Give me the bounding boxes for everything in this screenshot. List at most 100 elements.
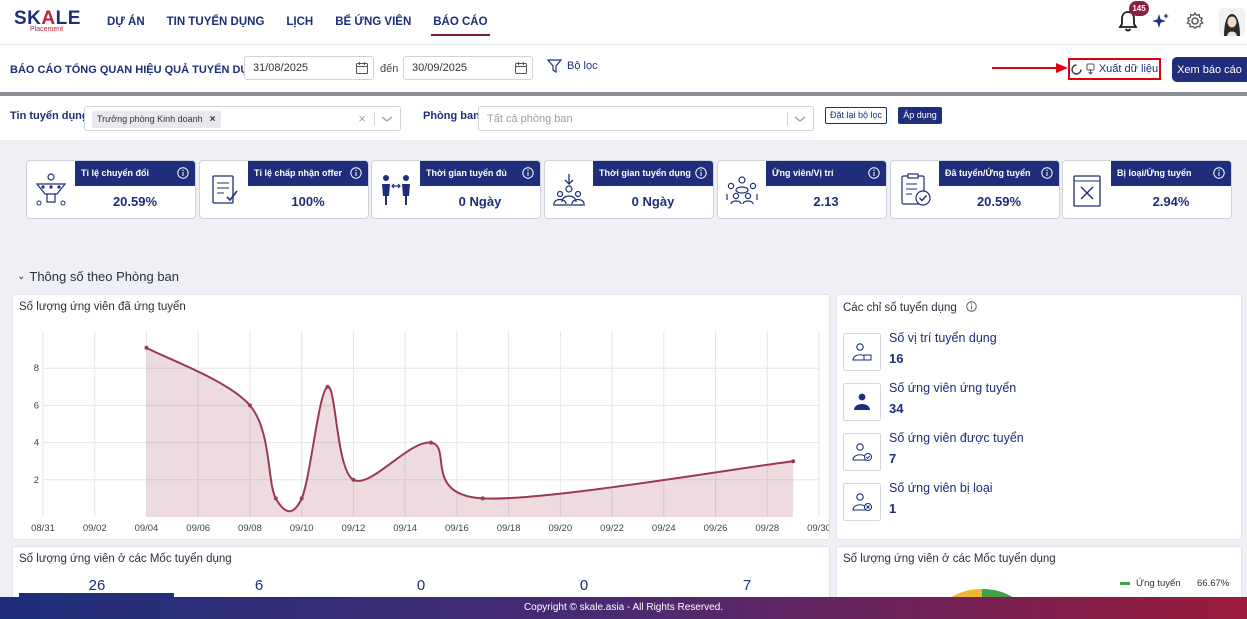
indicators-title: Các chỉ số tuyển dụng: [843, 301, 977, 314]
filter-button[interactable]: Bộ lọc: [547, 59, 598, 73]
x-tick-label: 09/10: [290, 523, 314, 534]
x-tick-label: 09/28: [755, 523, 779, 534]
y-tick-label: 2: [34, 475, 39, 486]
kpi-value: 20.59%: [112, 194, 158, 209]
secondary-filter-row: Tin tuyển dụng Trưởng phòng Kinh doanh ×…: [0, 96, 1247, 140]
department-select[interactable]: Tất cả phòng ban: [478, 106, 814, 131]
calendar-icon[interactable]: [515, 62, 527, 74]
milestones-title: Số lượng ứng viên ở các Mốc tuyển dụng: [19, 553, 232, 565]
x-tick-label: 09/12: [342, 523, 366, 534]
info-icon[interactable]: [177, 167, 189, 179]
x-tick-label: 08/31: [31, 523, 55, 534]
indicator-label: Số ứng viên được tuyển: [889, 431, 1024, 445]
info-icon[interactable]: [1213, 167, 1225, 179]
team-meeting-icon: [718, 161, 766, 218]
indicator-value: 34: [889, 401, 904, 416]
x-tick-label: 09/18: [497, 523, 521, 534]
data-point: [325, 384, 330, 389]
chart-title: Số lượng ứng viên đã ứng tuyển: [19, 301, 186, 313]
nav-item-lich[interactable]: LỊCH: [286, 16, 314, 28]
to-date-input[interactable]: 30/09/2025: [403, 56, 533, 80]
rejected-user-icon: [843, 483, 881, 521]
applicants-area-chart: 08/31 09/02 09/04 09/06 09/08 09/10 09/12 09/14…: [31, 331, 829, 534]
export-data-label: Xuất dữ liệu: [1098, 63, 1159, 75]
footer: Copyright © skale.asia - All Rights Rese…: [0, 597, 1247, 619]
notification-badge: 145: [1129, 1, 1149, 16]
main-nav: DỰ ÁN TIN TUYỂN DỤNG LỊCH BỂ ỨNG VIÊN BÁ…: [107, 0, 510, 44]
selected-job-label: Trưởng phòng Kinh doanh: [97, 114, 203, 124]
top-navbar: SKALE Placement DỰ ÁN TIN TUYỂN DỤNG LỊC…: [0, 0, 1247, 44]
x-tick-label: 09/16: [445, 523, 469, 534]
gear-icon[interactable]: [1185, 11, 1205, 31]
x-tick-label: 09/14: [393, 523, 417, 534]
chevron-down-icon[interactable]: [794, 114, 806, 124]
info-icon[interactable]: [695, 167, 707, 179]
select-separator: [374, 112, 375, 126]
document-reject-icon: [1063, 161, 1111, 218]
from-date-value: 31/08/2025: [253, 62, 309, 74]
milestones-pie-panel: Số lượng ứng viên ở các Mốc tuyển dụng Ứ…: [836, 546, 1242, 606]
filter-button-label: Bộ lọc: [567, 60, 598, 72]
y-tick-label: 8: [34, 363, 39, 374]
x-tick-label: 09/22: [600, 523, 624, 534]
info-icon[interactable]: [966, 301, 977, 312]
indicator-value: 16: [889, 351, 904, 366]
report-filter-bar: BÁO CÁO TỔNG QUAN HIỆU QUẢ TUYỂN DỤNG 31…: [0, 44, 1247, 96]
download-icon: [1086, 63, 1095, 75]
nav-item-bao-cao[interactable]: BÁO CÁO: [431, 0, 490, 44]
data-point: [351, 477, 356, 482]
info-icon[interactable]: [350, 167, 362, 179]
clipboard-check-icon: [891, 161, 939, 218]
selected-job-chip: Trưởng phòng Kinh doanh ×: [92, 111, 221, 128]
filter-bar-divider: [0, 92, 1247, 96]
info-icon[interactable]: [1041, 167, 1053, 179]
kpi-title: Bị loại/Ứng tuyển: [1111, 161, 1231, 186]
reset-filter-button[interactable]: Đặt lại bộ lọc: [825, 107, 887, 124]
kpi-card-candidates-per-position: Ứng viên/Vị trí 2.13: [717, 160, 887, 219]
clear-selection-icon[interactable]: ×: [358, 111, 366, 126]
milestone-value: 7: [742, 577, 752, 594]
filter-funnel-icon: [547, 59, 562, 73]
nav-item-be-ung-vien[interactable]: BỂ ỨNG VIÊN: [335, 16, 412, 28]
kpi-title: Đã tuyển/Ứng tuyển: [939, 161, 1059, 186]
remove-chip-icon[interactable]: ×: [209, 114, 216, 125]
job-posting-label: Tin tuyển dụng: [10, 110, 89, 122]
pie-legend[interactable]: Ứng tuyển 66.67%: [1120, 578, 1229, 589]
section-title: Thông số theo Phòng ban: [29, 269, 180, 284]
calendar-icon[interactable]: [356, 62, 368, 74]
kpi-value: 0 Ngày: [458, 194, 502, 209]
skale-logo[interactable]: SKALE Placement: [14, 8, 81, 35]
chevron-down-icon[interactable]: [381, 114, 393, 124]
export-data-button[interactable]: Xuất dữ liệu: [1068, 58, 1161, 80]
data-point: [273, 496, 278, 501]
logo-brand: SKALE: [14, 8, 81, 29]
x-tick-label: 09/02: [83, 523, 107, 534]
avatar[interactable]: [1219, 8, 1245, 36]
loading-spinner-icon: [1071, 63, 1082, 75]
annotation-arrow-icon: [992, 63, 1068, 73]
department-section-toggle[interactable]: ⌄ Thông số theo Phòng ban: [17, 269, 179, 284]
job-posting-select[interactable]: Trưởng phòng Kinh doanh × ×: [84, 106, 401, 131]
applicants-chart-panel: Số lượng ứng viên đã ứng tuyển 08/31 09/0…: [12, 294, 830, 540]
indicator-applicants: Số ứng viên ứng tuyển 34: [843, 381, 1223, 421]
milestone-value: 0: [579, 577, 589, 594]
from-date-input[interactable]: 31/08/2025: [244, 56, 374, 80]
people-exchange-icon: [372, 161, 420, 218]
info-icon[interactable]: [522, 167, 534, 179]
x-tick-label: 09/26: [704, 523, 728, 534]
milestone-value: 6: [254, 577, 264, 594]
indicator-label: Số ứng viên bị loại: [889, 481, 993, 495]
apply-filter-button[interactable]: Áp dụng: [898, 107, 942, 124]
funnel-people-icon: [27, 161, 75, 218]
nav-item-tin-tuyen-dung[interactable]: TIN TUYỂN DỤNG: [166, 16, 265, 28]
applicant-user-icon: [843, 383, 881, 421]
data-point: [144, 345, 149, 350]
kpi-value: 0 Ngày: [631, 194, 675, 209]
x-tick-label: 09/20: [548, 523, 572, 534]
series-area: [146, 347, 794, 517]
nav-item-du-an[interactable]: DỰ ÁN: [107, 16, 145, 28]
info-icon[interactable]: [868, 167, 880, 179]
view-report-button[interactable]: Xem báo cáo: [1172, 57, 1247, 82]
kpi-card-hired-per-applied: Đã tuyển/Ứng tuyển 20.59%: [890, 160, 1060, 219]
sparkle-icon[interactable]: [1152, 12, 1170, 30]
